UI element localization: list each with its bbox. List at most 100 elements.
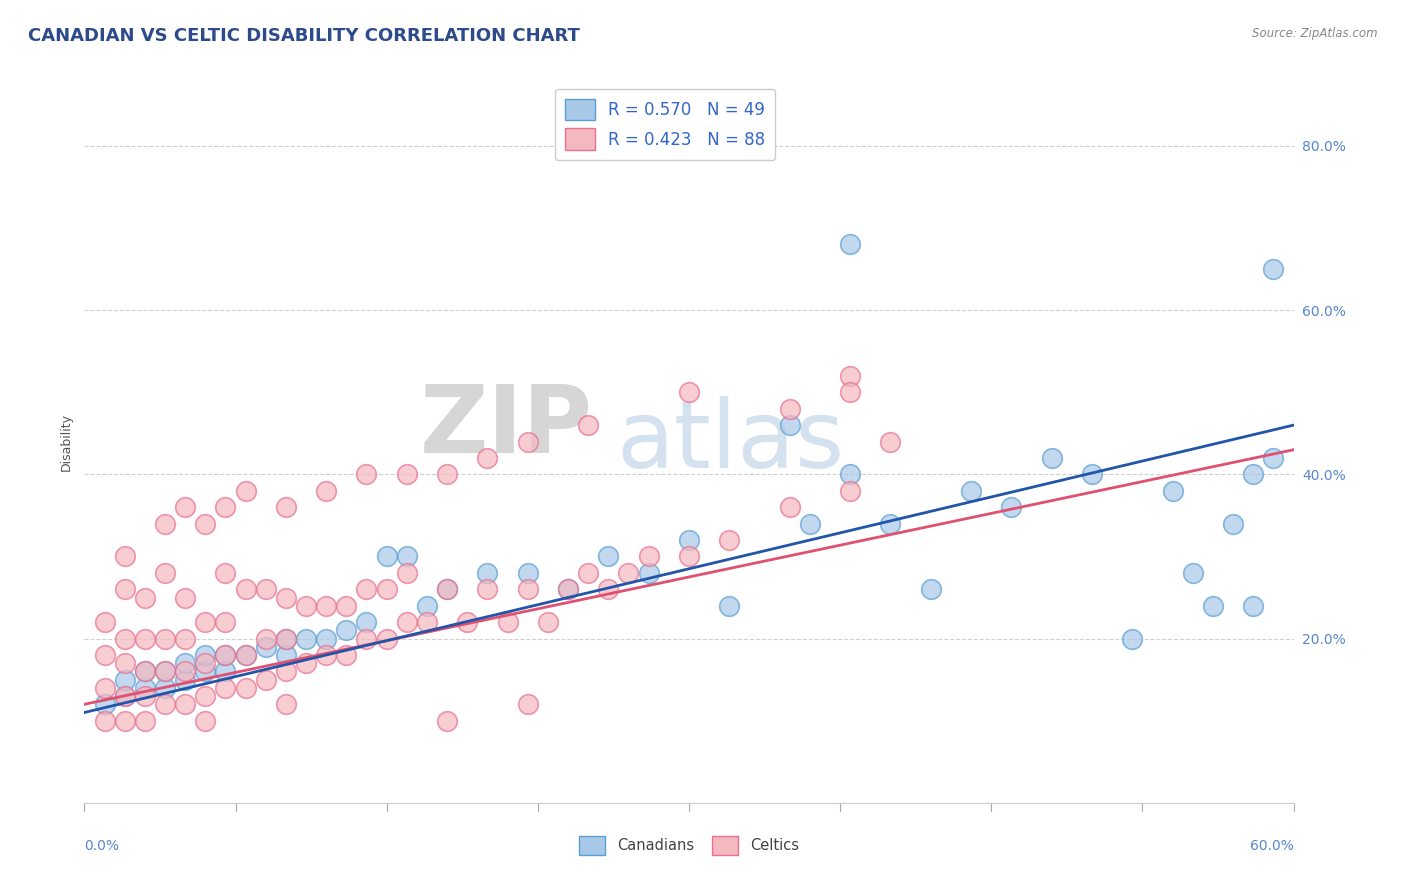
Point xyxy=(254,640,277,654)
Point xyxy=(134,632,156,646)
Point xyxy=(395,467,418,482)
Point xyxy=(617,566,640,580)
Point xyxy=(516,582,538,597)
Point xyxy=(779,418,801,433)
Point xyxy=(153,632,176,646)
Point xyxy=(214,566,236,580)
Point xyxy=(436,714,458,728)
Point xyxy=(114,689,136,703)
Point xyxy=(879,434,901,449)
Point xyxy=(274,632,297,646)
Point xyxy=(356,632,378,646)
Point xyxy=(274,665,297,679)
Point xyxy=(839,237,862,252)
Point xyxy=(274,500,297,515)
Point xyxy=(557,582,579,597)
Point xyxy=(194,657,217,671)
Point xyxy=(274,648,297,662)
Y-axis label: Disability: Disability xyxy=(60,412,73,471)
Point xyxy=(799,516,821,531)
Point xyxy=(839,483,862,498)
Point xyxy=(174,632,197,646)
Point xyxy=(335,599,357,613)
Point xyxy=(134,689,156,703)
Point xyxy=(153,665,176,679)
Point xyxy=(1202,599,1225,613)
Point xyxy=(779,500,801,515)
Point xyxy=(194,665,217,679)
Point xyxy=(576,566,599,580)
Point xyxy=(174,665,197,679)
Point xyxy=(678,385,700,400)
Point xyxy=(153,566,176,580)
Point xyxy=(356,467,378,482)
Point xyxy=(779,401,801,416)
Point xyxy=(274,591,297,605)
Point xyxy=(516,698,538,712)
Point xyxy=(839,368,862,383)
Point xyxy=(93,698,115,712)
Point xyxy=(598,582,620,597)
Point xyxy=(1040,450,1063,465)
Point xyxy=(537,615,560,630)
Point xyxy=(335,648,357,662)
Point xyxy=(214,648,236,662)
Point xyxy=(254,632,277,646)
Point xyxy=(254,582,277,597)
Point xyxy=(274,698,297,712)
Text: 0.0%: 0.0% xyxy=(84,838,120,853)
Point xyxy=(477,450,499,465)
Text: ZIP: ZIP xyxy=(419,381,592,473)
Point xyxy=(114,549,136,564)
Point xyxy=(214,681,236,695)
Point xyxy=(678,533,700,547)
Point xyxy=(1000,500,1022,515)
Point xyxy=(315,632,337,646)
Point xyxy=(153,681,176,695)
Point xyxy=(194,516,217,531)
Point xyxy=(516,566,538,580)
Text: CANADIAN VS CELTIC DISABILITY CORRELATION CHART: CANADIAN VS CELTIC DISABILITY CORRELATIO… xyxy=(28,27,581,45)
Point xyxy=(174,591,197,605)
Text: atlas: atlas xyxy=(616,395,845,488)
Point xyxy=(174,673,197,687)
Point xyxy=(1121,632,1143,646)
Point xyxy=(134,665,156,679)
Point xyxy=(295,599,318,613)
Point xyxy=(678,549,700,564)
Point xyxy=(254,673,277,687)
Point xyxy=(516,434,538,449)
Point xyxy=(235,648,257,662)
Point xyxy=(114,582,136,597)
Point xyxy=(879,516,901,531)
Point xyxy=(477,566,499,580)
Point xyxy=(1081,467,1104,482)
Point xyxy=(839,467,862,482)
Point xyxy=(375,632,398,646)
Text: 60.0%: 60.0% xyxy=(1250,838,1294,853)
Point xyxy=(436,582,458,597)
Point xyxy=(114,673,136,687)
Point xyxy=(335,624,357,638)
Point xyxy=(93,681,115,695)
Point xyxy=(356,582,378,597)
Point xyxy=(375,582,398,597)
Point xyxy=(718,599,741,613)
Point xyxy=(1181,566,1204,580)
Point xyxy=(235,483,257,498)
Point xyxy=(134,591,156,605)
Point xyxy=(274,632,297,646)
Point xyxy=(315,599,337,613)
Point xyxy=(395,615,418,630)
Point xyxy=(839,385,862,400)
Point xyxy=(718,533,741,547)
Point xyxy=(194,615,217,630)
Point xyxy=(598,549,620,564)
Point xyxy=(194,648,217,662)
Point xyxy=(295,632,318,646)
Point xyxy=(1263,262,1285,277)
Point xyxy=(114,632,136,646)
Point xyxy=(557,582,579,597)
Point xyxy=(174,500,197,515)
Point xyxy=(174,698,197,712)
